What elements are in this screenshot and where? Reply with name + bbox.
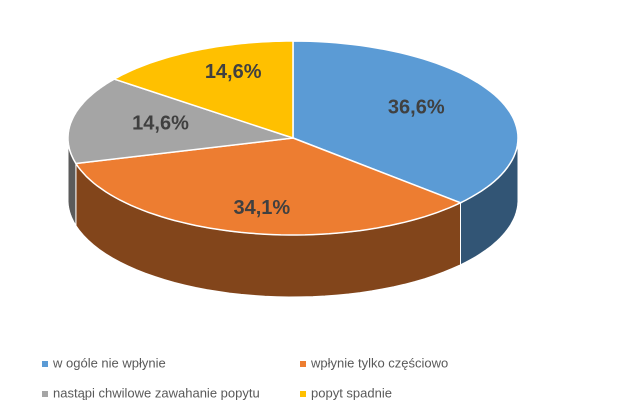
- slice: [67, 78, 294, 165]
- legend-swatch: [300, 391, 306, 397]
- legend-swatch: [42, 361, 48, 367]
- data-label: 14,6%: [205, 61, 262, 83]
- legend-swatch: [300, 361, 306, 367]
- data-label: 36,6%: [388, 97, 445, 119]
- slice: [292, 40, 519, 204]
- slice: [112, 40, 294, 140]
- legend-label: w ogóle nie wpłynie: [52, 355, 166, 370]
- data-label: 34,1%: [234, 197, 291, 219]
- legend-label: popyt spadnie: [311, 385, 392, 400]
- legend-label: wpłynie tylko częściowo: [310, 355, 448, 370]
- data-label: 14,6%: [132, 112, 189, 134]
- legend-swatch: [42, 391, 48, 397]
- slice: [74, 137, 463, 236]
- legend-label: nastąpi chwilowe zawahanie popytu: [53, 385, 260, 400]
